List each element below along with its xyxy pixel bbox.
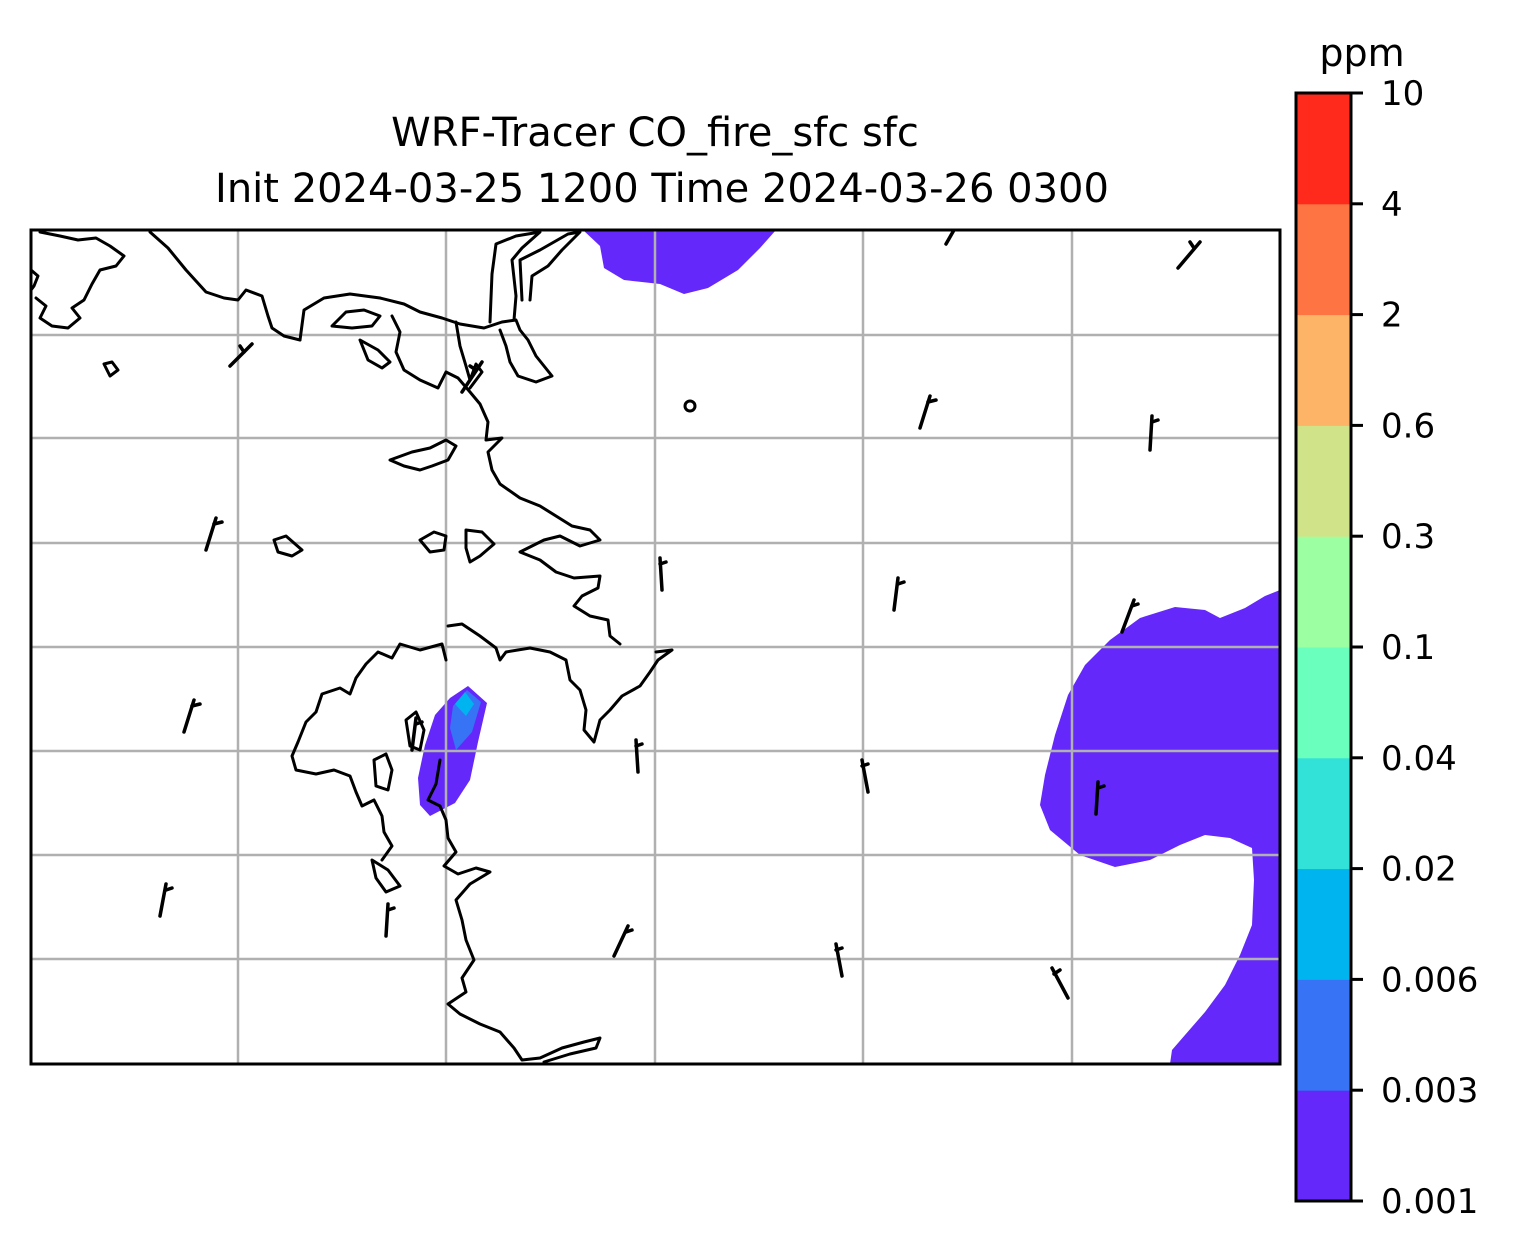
- coastline-south-inlet: [404, 710, 426, 752]
- coastline-south-peninsula: [446, 622, 674, 744]
- coastline-islet-a: [358, 338, 392, 370]
- coastline-south-inlet-b: [372, 752, 394, 792]
- wind-barb: [1050, 966, 1070, 1000]
- coastline-north-bay: [298, 292, 554, 384]
- colorbar-ticks: 0.001 0.003 0.006 0.02 0.04 0.1 0.3 0.6 2 4 10: [1351, 74, 1478, 1222]
- coastline-south-west: [290, 642, 448, 862]
- wind-barb: [918, 394, 938, 430]
- coastline-south-channel: [426, 758, 602, 1064]
- colorbar-segment: [1296, 979, 1351, 1091]
- colorbar-segment: [1296, 93, 1351, 205]
- wind-barb: [612, 924, 634, 958]
- wind-barb: [1176, 240, 1202, 270]
- wind-barb: [228, 342, 254, 368]
- coastline-central-east: [390, 314, 622, 646]
- colorbar-tick-label: 2: [1381, 296, 1403, 336]
- wind-barb: [1094, 780, 1106, 816]
- colorbar-tick-label: 10: [1381, 74, 1424, 114]
- colorbar-segment: [1296, 868, 1351, 980]
- wind-barbs: [158, 230, 1202, 1000]
- colorbar-tick-label: 0.3: [1381, 517, 1435, 557]
- colorbar-tick-label: 0.02: [1381, 850, 1457, 890]
- wind-barb: [410, 716, 424, 752]
- colorbar-segment: [1296, 536, 1351, 648]
- wind-barb: [944, 230, 956, 246]
- plume-north: [583, 230, 776, 294]
- map-panel: [29, 228, 1282, 1066]
- colorbar-frame: [1294, 91, 1353, 1203]
- colorbar-tick-label: 4: [1381, 185, 1403, 225]
- colorbar-tick-label: 0.006: [1381, 960, 1478, 1000]
- colorbar-segment: [1296, 647, 1351, 759]
- coastline-islet-d: [464, 528, 496, 564]
- colorbar-segment: [1296, 203, 1351, 316]
- wind-barb: [158, 882, 174, 918]
- wind-barb: [834, 942, 844, 978]
- wind-barb: [892, 576, 906, 612]
- map-title-line2: Init 2024-03-25 1200 Time 2024-03-26 030…: [215, 166, 1109, 212]
- coastline-northwest-inner: [148, 230, 302, 342]
- plume-central-peak: [455, 692, 474, 716]
- wind-barb: [658, 556, 668, 592]
- coastline-islet-e: [272, 534, 304, 558]
- wind-barb: [634, 738, 644, 774]
- colorbar-tick-label: 0.003: [1381, 1071, 1478, 1111]
- wind-barb: [182, 698, 202, 734]
- colorbar-segment: [1296, 757, 1351, 870]
- coastline-north-channel-a: [488, 230, 542, 324]
- coastline-northwest: [34, 230, 126, 330]
- colorbar-tick-label: 0.1: [1381, 628, 1435, 668]
- wind-barb: [460, 360, 484, 394]
- coastline-islet-f: [102, 360, 120, 378]
- coastline-north-channel-b: [518, 230, 582, 302]
- coastline-south-west-spur: [370, 858, 402, 894]
- colorbar-tick-label: 0.001: [1381, 1182, 1478, 1222]
- colorbar-segments: [1296, 93, 1351, 1202]
- coastline-islet-g: [683, 399, 697, 413]
- wind-barb: [1120, 598, 1140, 634]
- map-frame: [29, 228, 1282, 1066]
- coastlines: [31, 230, 697, 1064]
- coastline-islet-c: [418, 530, 448, 554]
- wind-barb: [204, 516, 224, 552]
- coastline-islet-b: [388, 438, 458, 472]
- colorbar-segment: [1296, 314, 1351, 426]
- colorbar-tick-label: 0.6: [1381, 406, 1435, 446]
- gridlines: [31, 230, 1280, 1064]
- colorbar-unit: ppm: [1319, 31, 1404, 75]
- coastline-island-north: [330, 308, 382, 330]
- colorbar-tick-label: 0.04: [1381, 739, 1457, 779]
- plume-east: [1040, 590, 1280, 1064]
- wind-barb: [384, 902, 396, 938]
- map-title-line1: WRF-Tracer CO_fire_sfc sfc: [391, 110, 919, 156]
- wind-barb: [860, 758, 870, 794]
- colorbar: ppm 0.001 0.003 0.006 0.02 0.04 0.1 0.3 0.6 2 4 10: [1294, 31, 1478, 1222]
- colorbar-segment: [1296, 425, 1351, 537]
- colorbar-segment: [1296, 1090, 1351, 1202]
- wind-barb: [1148, 414, 1160, 452]
